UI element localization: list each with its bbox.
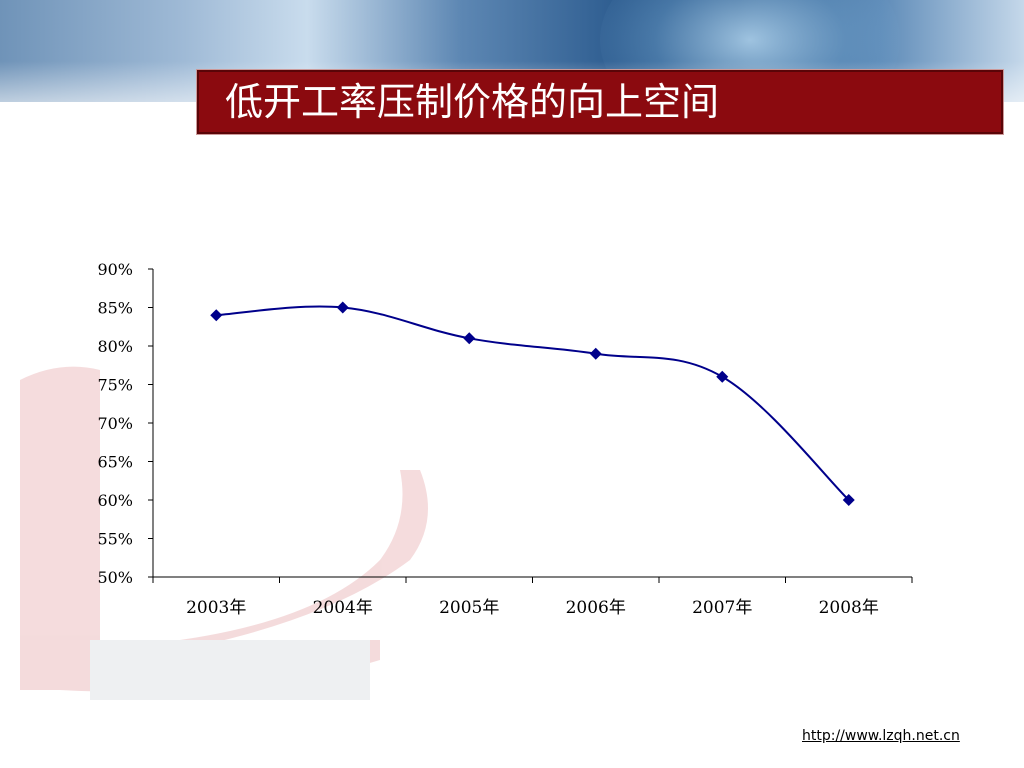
y-tick-label: 55% xyxy=(97,530,133,549)
x-tick-label: 2003年 xyxy=(186,598,246,618)
data-point-marker xyxy=(842,494,855,506)
y-tick-label: 60% xyxy=(97,491,133,510)
series-line xyxy=(216,305,850,501)
y-tick-label: 80% xyxy=(97,337,133,356)
x-tick-label: 2007年 xyxy=(692,598,752,618)
y-tick-label: 70% xyxy=(97,414,133,433)
page-title: 低开工率压制价格的向上空间 xyxy=(225,80,720,124)
y-tick-label: 75% xyxy=(97,376,133,395)
y-tick-label: 50% xyxy=(97,568,133,587)
data-point-marker xyxy=(336,301,349,314)
data-point-marker xyxy=(589,347,602,360)
data-point-marker xyxy=(210,309,223,322)
x-tick-label: 2006年 xyxy=(566,598,626,618)
data-point-marker xyxy=(716,370,729,383)
data-point-marker xyxy=(463,332,476,345)
x-tick-label: 2004年 xyxy=(313,598,373,618)
y-tick-label: 85% xyxy=(97,299,133,318)
title-box: 低开工率压制价格的向上空间 xyxy=(197,70,1003,134)
y-tick-label: 90% xyxy=(97,260,133,279)
footer-url-link[interactable]: http://www.lzqh.net.cn xyxy=(802,728,960,744)
x-tick-label: 2008年 xyxy=(819,598,879,618)
y-tick-label: 65% xyxy=(97,453,133,472)
x-tick-label: 2005年 xyxy=(439,598,499,618)
